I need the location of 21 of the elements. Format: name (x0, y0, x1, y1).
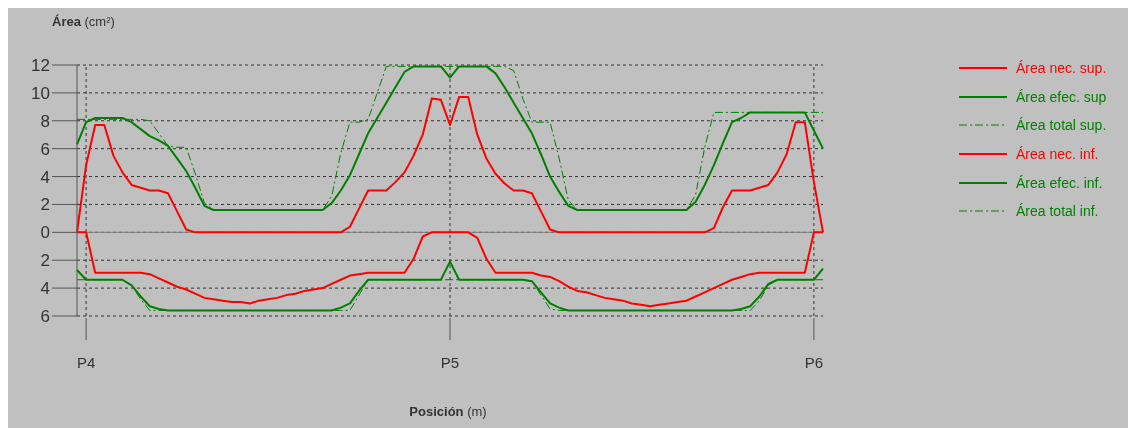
x-tick-label: P4 (76, 354, 96, 371)
y-tick-label: 6 (40, 307, 50, 327)
legend-label: Área nec. sup. (1016, 60, 1107, 77)
legend-label: Área nec. inf. (1016, 146, 1099, 163)
x-axis-title: Posición (m) (409, 404, 487, 419)
y-tick-label: 12 (31, 56, 50, 76)
legend-label: Área total inf. (1016, 203, 1099, 220)
y-axis-title: Área (cm²) (52, 14, 115, 29)
x-tick-label: P5 (440, 354, 460, 371)
legend-label: Área total sup. (1016, 117, 1107, 134)
y-tick-label: 0 (40, 223, 50, 243)
y-tick-label: 4 (40, 279, 50, 299)
y-tick-label: 2 (40, 195, 50, 215)
legend-label: Área efec. sup (1016, 88, 1107, 105)
y-tick-label: 10 (31, 83, 50, 103)
y-tick-label: 8 (40, 111, 50, 131)
x-tick-label: P6 (804, 354, 824, 371)
y-tick-label: 4 (40, 167, 50, 187)
y-tick-label: 2 (40, 251, 50, 271)
legend-label: Área efec. inf. (1016, 174, 1103, 191)
y-tick-label: 6 (40, 139, 50, 159)
